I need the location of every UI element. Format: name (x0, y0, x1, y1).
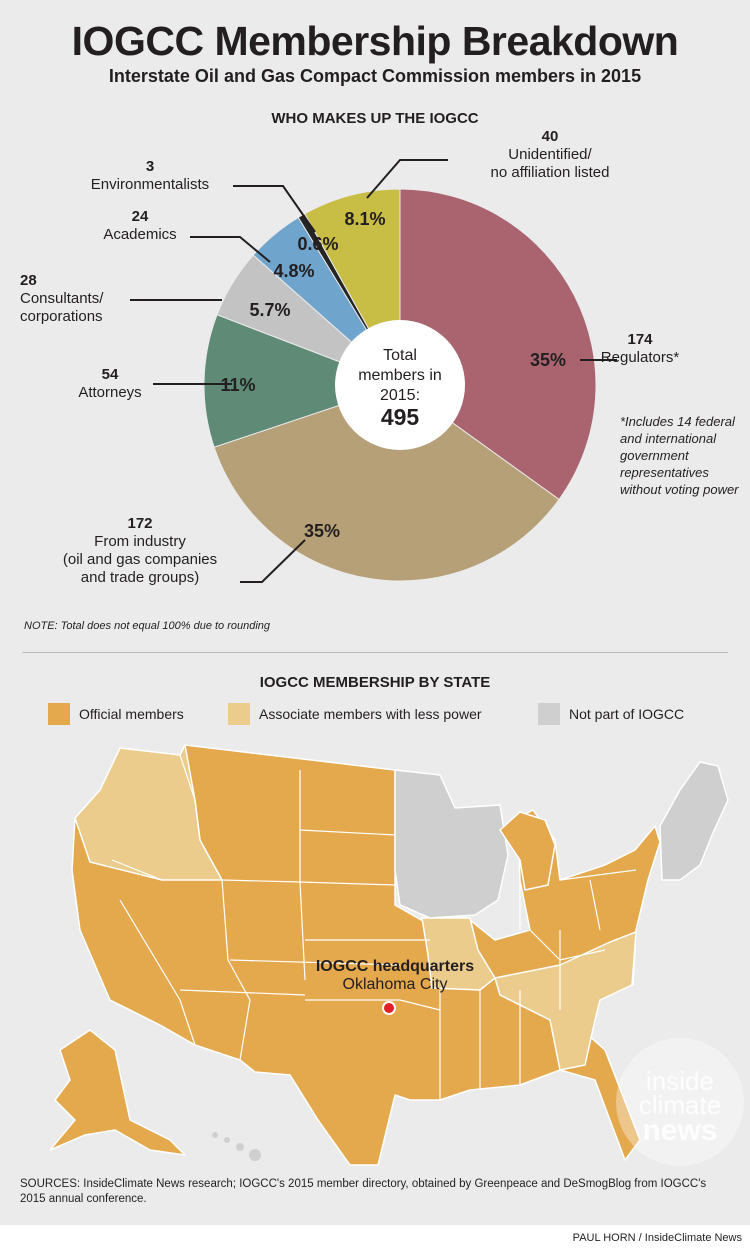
pie-chart-title: WHO MAKES UP THE IOGCC (271, 110, 479, 127)
pie-label-attorneys: 11% (220, 375, 255, 395)
callout-unidentified-line2: no affiliation listed (490, 164, 610, 181)
pie-label-academics: 4.8% (273, 261, 314, 281)
pie-label-unidentified: 8.1% (344, 209, 385, 229)
callout-industry-count: 172 (127, 515, 153, 532)
center-label-line2: members in (358, 367, 442, 384)
callout-industry-line3: and trade groups) (80, 569, 200, 586)
leader-academics (190, 236, 271, 263)
callout-unidentified-line1: Unidentified/ (508, 146, 592, 163)
regulators-footnote: *Includes 14 federal and international g… (620, 414, 739, 497)
legend-official-swatch (48, 703, 70, 725)
center-label-line1: Total (383, 347, 417, 364)
map-alaska (49, 1029, 186, 1156)
callout-attorneys-count: 54 (101, 366, 119, 383)
legend-associate-swatch (228, 703, 250, 725)
legend-nonmember-label: Not part of IOGCC (569, 706, 685, 722)
callout-unidentified-count: 40 (541, 128, 559, 145)
pie-label-consultants: 5.7% (249, 300, 290, 320)
callout-attorneys-name: Attorneys (78, 384, 142, 401)
pie-center-hole (335, 320, 465, 450)
callout-consultants-line1: Consultants/ (20, 290, 104, 307)
legend-official-label: Official members (79, 706, 184, 722)
legend-associate: Associate members with less power (228, 703, 482, 725)
map-nonmember-new-england (659, 761, 729, 881)
map-title: IOGCC MEMBERSHIP BY STATE (259, 674, 491, 691)
map-state-borders (111, 754, 637, 1100)
callout-regulators-name: Regulators* (600, 349, 680, 366)
callout-academics-name: Academics (103, 226, 177, 243)
callout-attorneys: 54 Attorneys (60, 366, 160, 402)
callout-regulators: 174 Regulators* (540, 331, 740, 367)
pie-slice-attorneys (203, 314, 402, 448)
credit-text: PAUL HORN / InsideClimate News (572, 1232, 742, 1244)
callout-environmentalists-name: Environmentalists (90, 176, 210, 193)
callout-academics: 24 Academics (90, 208, 190, 244)
svg-text:climate: climate (639, 1090, 721, 1120)
map-nonmember-upper-midwest (394, 769, 509, 919)
insideclimate-news-logo: inside climate news (616, 1038, 744, 1166)
legend-associate-label: Associate members with less power (259, 706, 482, 722)
callout-industry-line1: From industry (94, 533, 186, 550)
leader-unidentified (366, 159, 448, 199)
map-associate-missouri (421, 917, 496, 991)
pie-label-industry: 35% (304, 521, 340, 541)
center-total-value: 495 (381, 404, 420, 430)
pie-slices (203, 188, 597, 582)
map-associate-southeast (494, 931, 637, 1071)
callout-environmentalists-count: 3 (145, 158, 155, 175)
callout-industry: 172 From industry (oil and gas companies… (40, 515, 240, 587)
legend-official: Official members (48, 703, 184, 725)
callout-environmentalists: 3 Environmentalists (70, 158, 230, 194)
hq-marker-icon (382, 1001, 396, 1015)
legend-nonmember: Not part of IOGCC (538, 703, 684, 725)
callout-academics-count: 24 (131, 208, 149, 225)
pie-slice-from (213, 384, 560, 582)
sources-text: SOURCES: InsideClimate News research; IO… (20, 1178, 707, 1205)
pie-slice-regulators (399, 188, 597, 501)
hq-callout: IOGCC headquarters Oklahoma City (300, 958, 490, 994)
hq-city: Oklahoma City (342, 976, 448, 993)
callout-industry-line2: (oil and gas companies (62, 551, 218, 568)
page-title: IOGCC Membership Breakdown (71, 18, 679, 64)
callout-unidentified: 40 Unidentified/ no affiliation listed (450, 128, 650, 182)
map-hawaii (212, 1132, 261, 1161)
svg-text:news: news (642, 1114, 717, 1147)
page-subtitle: Interstate Oil and Gas Compact Commissio… (108, 66, 642, 86)
rounding-note: NOTE: Total does not equal 100% due to r… (24, 620, 271, 632)
map-michigan (499, 811, 556, 891)
svg-text:inside: inside (646, 1066, 714, 1096)
hq-label: IOGCC headquarters (315, 958, 475, 975)
leader-industry (240, 539, 306, 583)
section-divider (22, 652, 728, 653)
us-map (49, 744, 729, 1166)
center-label-line3: 2015: (380, 387, 420, 404)
callout-consultants: 28 Consultants/ corporations (20, 272, 130, 326)
pie-label-environmentalists: 0.6% (297, 234, 338, 254)
pie-label-regulators: 35% (530, 350, 566, 370)
callout-regulators-count: 174 (627, 331, 653, 348)
leader-environmentalists (233, 185, 316, 233)
legend-nonmember-swatch (538, 703, 560, 725)
callout-consultants-line2: corporations (20, 308, 103, 325)
callout-consultants-count: 28 (20, 272, 37, 289)
leader-lines (130, 159, 617, 583)
